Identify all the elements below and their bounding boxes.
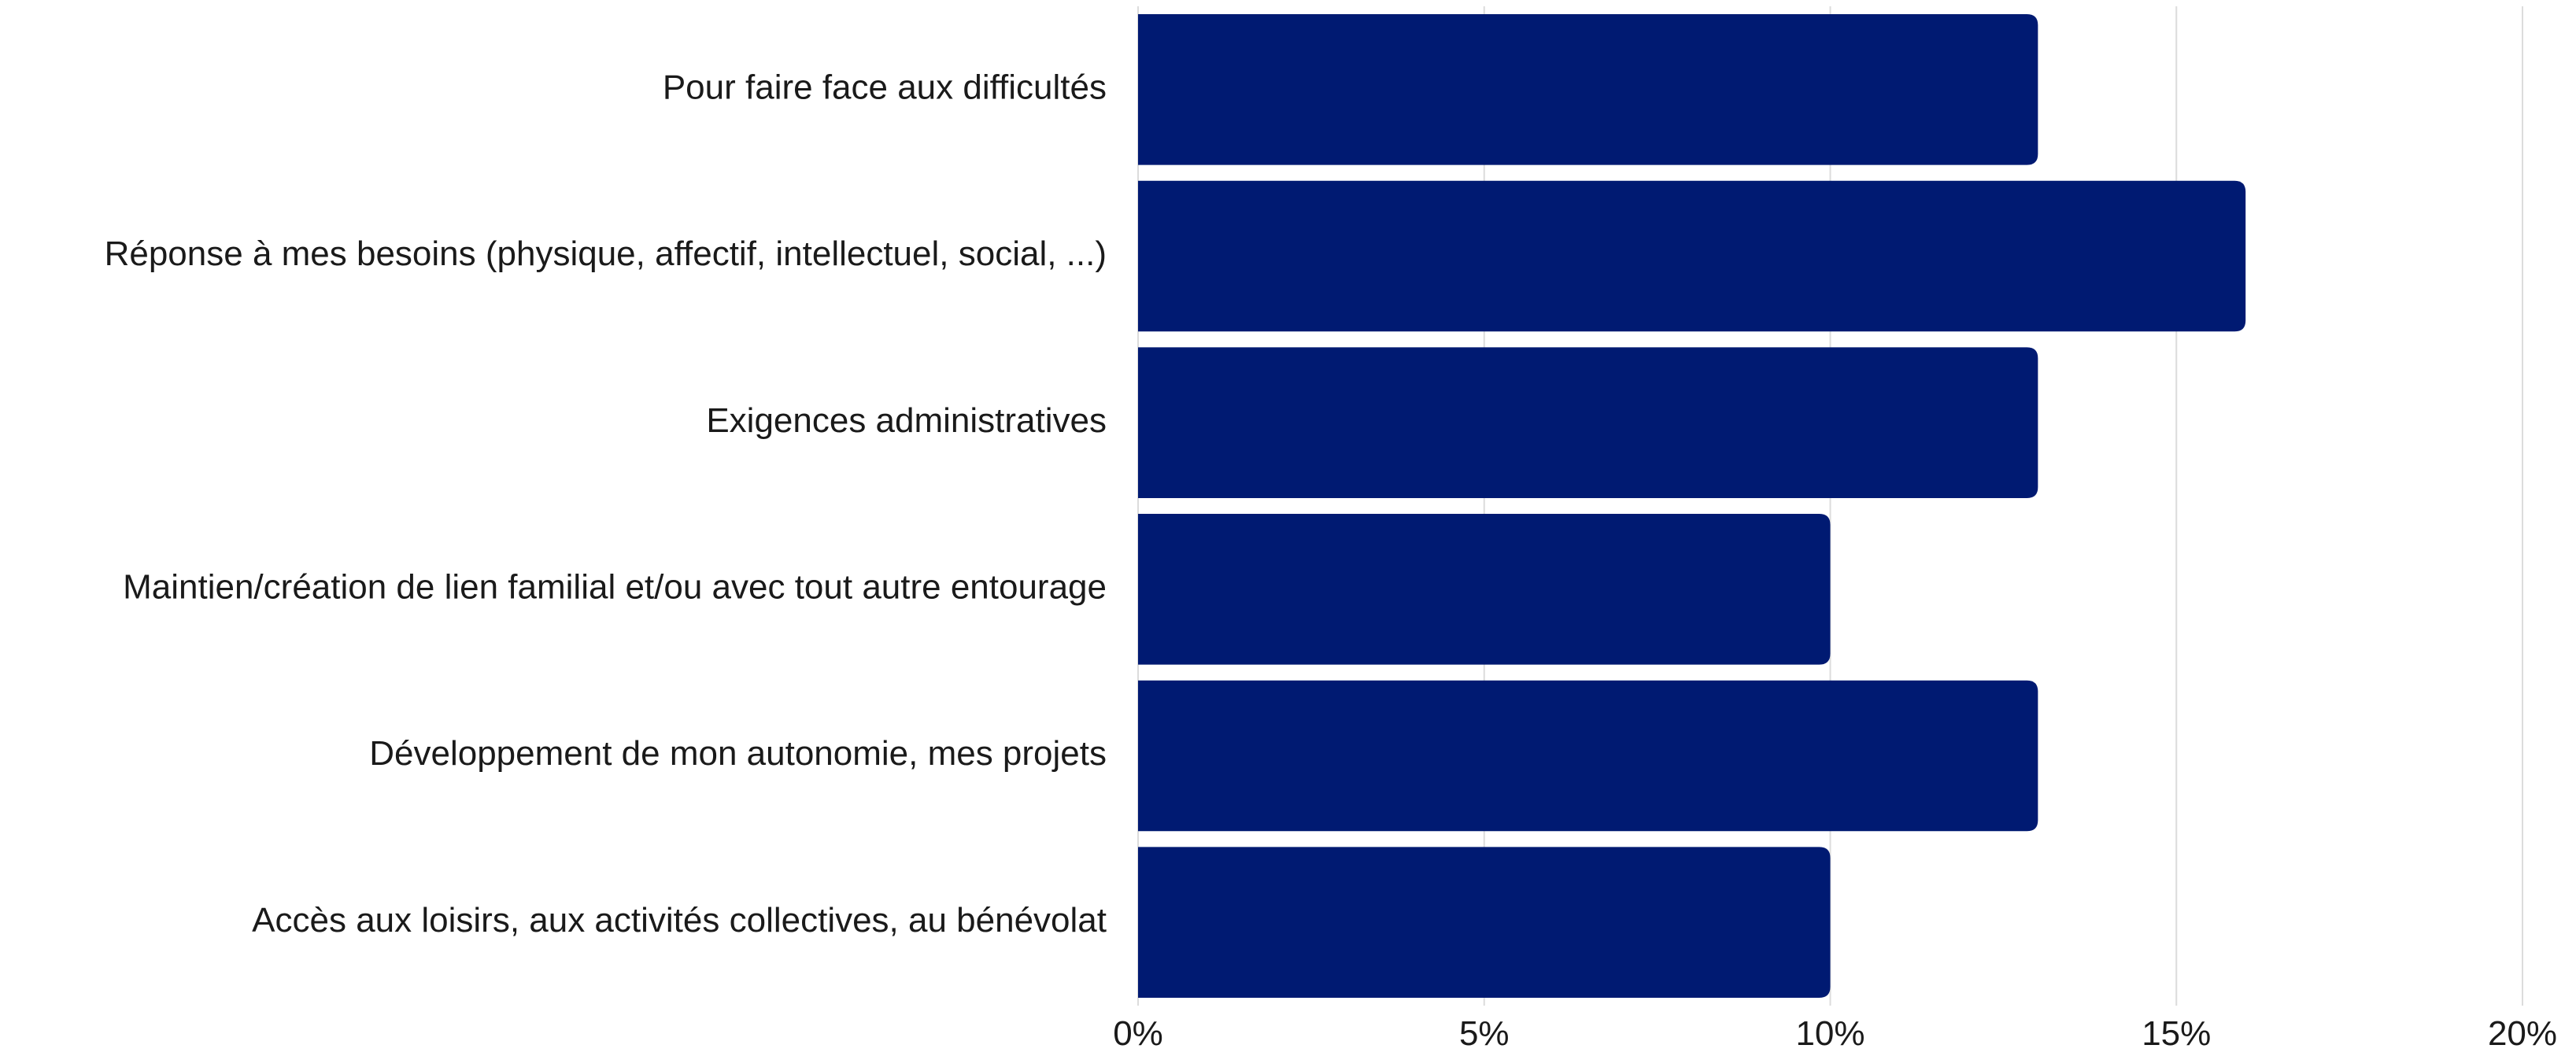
gridlines (1137, 6, 2523, 1006)
bar (1138, 347, 2038, 498)
x-axis-ticks: 0% 5% 10% 15% 20% (1113, 1014, 2557, 1053)
x-tick-label: 10% (1795, 1014, 1865, 1053)
bar (1138, 514, 1831, 665)
category-label: Accès aux loisirs, aux activités collect… (252, 901, 1107, 940)
x-tick-label: 15% (2142, 1014, 2211, 1053)
category-label: Développement de mon autonomie, mes proj… (369, 734, 1107, 773)
x-tick-label: 0% (1113, 1014, 1163, 1053)
category-label: Pour faire face aux difficultés (663, 68, 1107, 106)
bars (1138, 14, 2246, 998)
category-label: Réponse à mes besoins (physique, affecti… (105, 234, 1107, 273)
bar (1138, 847, 1831, 998)
bar (1138, 14, 2038, 165)
x-tick-label: 20% (2488, 1014, 2557, 1053)
category-labels: Pour faire face aux difficultés Réponse à… (105, 68, 1107, 939)
category-label: Maintien/création de lien familial et/ou… (123, 567, 1107, 606)
x-tick-label: 5% (1459, 1014, 1510, 1053)
bar (1138, 180, 2246, 332)
category-label: Exigences administratives (706, 401, 1107, 440)
bar (1138, 680, 2038, 832)
